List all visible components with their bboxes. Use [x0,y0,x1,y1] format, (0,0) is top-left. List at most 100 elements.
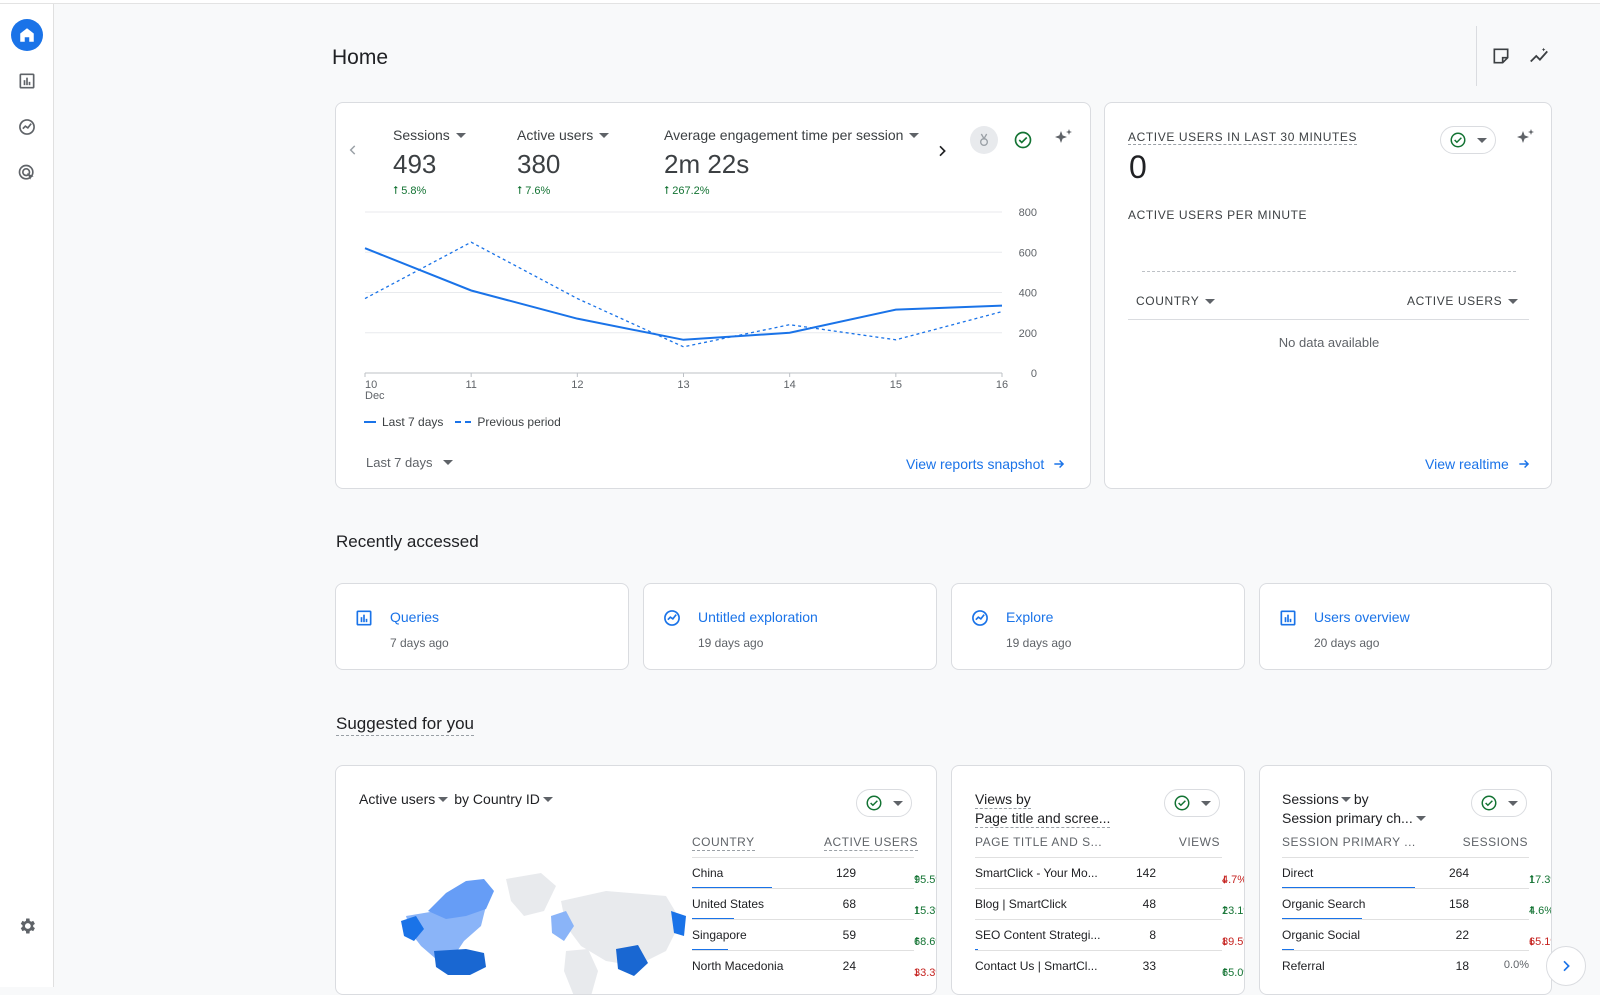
nav-admin[interactable] [11,910,43,942]
row-label: SmartClick - Your Mo... [975,866,1098,880]
dimension-label: Session primary ch... [1282,810,1413,826]
arrow-down-icon: ⭣ [1222,936,1228,948]
arrow-up-icon: ⭡ [914,874,920,886]
nav-reports[interactable] [11,65,43,97]
country-column-header[interactable]: COUNTRY [692,835,755,851]
metric-selector[interactable]: Sessions [1282,790,1351,809]
table-row[interactable]: Blog | SmartClick 48 ⭡23.1% [975,888,1244,919]
insights-sparkle-button[interactable] [1049,125,1077,153]
metric-label: Sessions [393,127,450,143]
arrow-down-icon: ⭣ [1529,936,1535,948]
active-users-column-header[interactable]: ACTIVE USERS [824,835,919,851]
table-row[interactable]: United States 68 ⭡15.3% [692,888,936,920]
table-row[interactable]: Organic Social 22 ⭣65.1% [1282,919,1551,951]
country-card: Active users by Country ID COUNTRY ACTIV… [335,765,937,995]
date-range-select[interactable]: Last 7 days [366,455,453,470]
arrow-up-icon: ⭡ [914,936,920,948]
metric-change: 267.2% [672,185,710,197]
data-quality-button[interactable] [1009,126,1037,154]
row-label: Referral [1282,959,1325,973]
metric-engagement-time[interactable]: Average engagement time per session 2m 2… [664,127,920,198]
table-row[interactable]: SmartClick - Your Mo... 142 ⭣ 4.7% [975,857,1244,888]
recent-item[interactable]: Explore 19 days ago [951,583,1245,670]
column-label: SESSION PRIMARY ... [1282,835,1416,849]
arrow-up-icon: ⭡ [914,905,920,917]
nav-advertising[interactable] [11,157,43,189]
row-value: 24 [842,959,856,973]
chevron-left-icon [349,145,356,155]
realtime-insights-button[interactable] [1511,125,1539,153]
carousel-next-button[interactable] [1546,946,1586,986]
dimension-selector[interactable]: by Country ID [454,790,553,809]
world-map [401,873,686,994]
metric-change: 5.8% [401,185,427,197]
recent-item[interactable]: Users overview 20 days ago [1259,583,1552,670]
metric-active-users[interactable]: Active users 380 ⭡ 7.6% [517,127,610,198]
metric-sessions[interactable]: Sessions 493 ⭡ 5.8% [393,127,466,198]
insights-button[interactable] [1527,44,1551,68]
chevron-right-icon [1563,960,1570,972]
arrow-up-icon: ⭡ [517,185,523,197]
prev-metric-button[interactable] [346,143,360,162]
table-row[interactable]: Singapore 59 ⭡68.6% [692,919,936,951]
date-range-label: Last 7 days [366,455,433,470]
dimension-label: Page title and scree... [975,810,1111,828]
table-row[interactable]: Organic Search 158 ⭡ 4.6% [1282,888,1551,920]
metric-value: 2m 22s [664,149,750,179]
metric-value: 493 [393,149,437,179]
table-row[interactable]: China 129 ⭡95.5% [692,857,936,889]
row-label: Singapore [692,928,747,942]
caret-down-icon [442,460,453,465]
row-value: 22 [1455,928,1469,942]
row-change-value: 65.0% [1222,967,1244,979]
sessions-card-title: Sessions by Session primary ch... [1282,790,1426,828]
metric-selector[interactable]: Active users [359,790,449,809]
row-label: Organic Social [1282,928,1361,942]
map-region-east-coast [671,911,686,936]
data-quality-dropdown[interactable] [856,789,912,817]
data-quality-dropdown[interactable] [1471,789,1527,817]
recent-item[interactable]: Untitled exploration 19 days ago [643,583,937,670]
medal-icon [980,133,988,146]
nav-explore[interactable] [11,111,43,143]
arrow-up-icon: ⭡ [393,185,399,197]
y-tick-label: 600 [1019,247,1037,259]
benchmark-button[interactable] [970,126,998,154]
active-users-column-header[interactable]: ACTIVE USERS [1407,294,1519,308]
reports-icon [19,73,35,89]
table-row[interactable]: Referral 18 0.0% [1282,950,1529,981]
data-quality-dropdown[interactable] [1164,789,1220,817]
dimension-selector[interactable]: Session primary ch... [1282,809,1426,828]
data-quality-dropdown[interactable] [1440,126,1496,154]
views-column-header[interactable]: VIEWS [1179,835,1220,849]
check-circle-icon [1014,131,1032,149]
table-row[interactable]: Direct 264 ⭡17.3% [1282,857,1551,889]
page-title-column-header[interactable]: PAGE TITLE AND S... [975,835,1102,849]
recent-item[interactable]: Queries 7 days ago [335,583,629,670]
table-row[interactable]: SEO Content Strategi... 8 ⭣89.5% [975,919,1244,951]
table-row[interactable]: Contact Us | SmartCl... 33 ⭡65.0% [975,950,1244,981]
realtime-card: ACTIVE USERS IN LAST 30 MINUTES 0 ACTIVE… [1104,102,1552,489]
channel-column-header[interactable]: SESSION PRIMARY ... [1282,835,1416,849]
map-region-africa [564,949,598,994]
table-row[interactable]: North Macedonia 24 ⭣33.3% [692,950,936,981]
legend-current: Last 7 days [382,415,444,429]
view-reports-snapshot-link[interactable]: View reports snapshot [906,456,1066,472]
country-column-header[interactable]: COUNTRY [1136,294,1216,308]
x-tick-label: 10 [365,379,377,391]
next-metric-button[interactable] [934,143,950,164]
page-title: Home [332,46,389,69]
y-tick-label: 0 [1031,368,1037,380]
per-minute-baseline [1142,271,1516,272]
view-realtime-link[interactable]: View realtime [1425,456,1531,472]
suggested-title: Suggested for you [336,714,474,736]
caret-down-icon [1340,797,1351,802]
caret-down-icon [542,797,553,802]
arrow-up-icon: ⭡ [1529,874,1535,886]
sessions-column-header[interactable]: SESSIONS [1463,835,1528,849]
nav-home[interactable] [11,19,43,51]
x-tick-label: 15 [890,379,902,391]
map-region-europe [551,911,574,941]
annotations-button[interactable] [1489,44,1513,68]
arrow-up-icon: ⭡ [1222,905,1228,917]
